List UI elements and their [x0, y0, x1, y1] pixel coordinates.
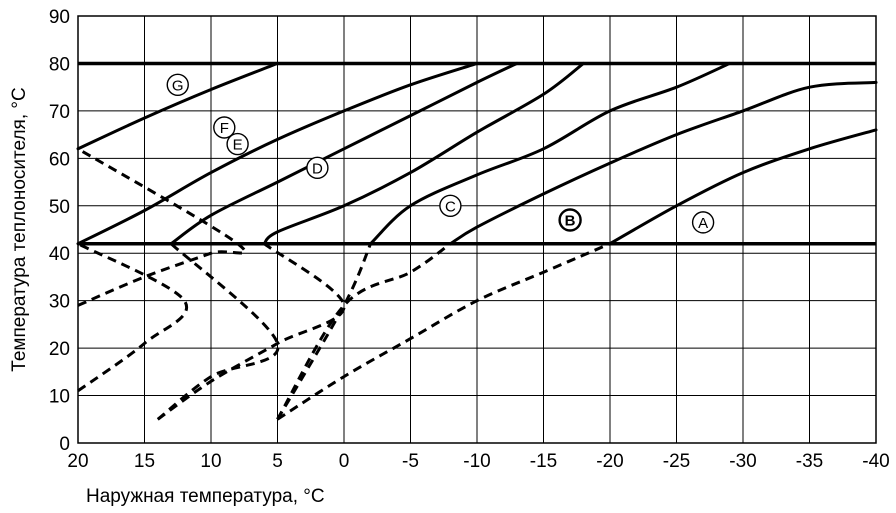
curve-g-dashed: [77, 147, 247, 307]
x-tick-label: 0: [339, 451, 350, 472]
curve-c-dashed: [276, 243, 372, 421]
curve-label-e: E: [233, 137, 243, 154]
curve-g-solid: [76, 61, 279, 151]
x-tick-label: -40: [862, 451, 889, 472]
y-axis-title: Температура теплоносителя, °C: [9, 87, 30, 371]
curve-e-dashed: [156, 242, 280, 421]
x-tick-label: -5: [402, 451, 419, 472]
curve-d-solid: [262, 61, 585, 246]
x-tick-label: -25: [663, 451, 690, 472]
x-axis-title: Наружная температура, °C: [86, 486, 325, 507]
y-tick-label: 80: [49, 54, 70, 75]
curve-c-solid: [369, 61, 732, 246]
curve-a-dashed: [276, 242, 611, 421]
y-tick-label: 60: [49, 149, 70, 170]
curve-label-circle-d: [306, 156, 329, 180]
y-tick-label: 70: [49, 102, 70, 123]
curve-label-circle-e: [226, 132, 249, 156]
x-tick-label: 15: [134, 451, 155, 472]
x-tick-labels: 20 15 10 5 0 -5 -10 -15 -20 -25 -30 -35 -40: [67, 451, 889, 472]
x-tick-label: 10: [200, 451, 221, 472]
y-tick-label: 0: [59, 434, 70, 455]
x-tick-label: -15: [530, 451, 557, 472]
curve-f-solid: [76, 61, 479, 246]
y-tick-label: 20: [49, 339, 70, 360]
curve-label-circle-c: [439, 194, 462, 217]
curve-label-c: C: [445, 198, 456, 215]
curve-b-solid: [448, 80, 878, 246]
curve-label-a: A: [698, 215, 708, 232]
grid-layer: [77, 15, 877, 444]
curve-f-dashed: [77, 242, 189, 393]
curve-label-circle-a: [691, 211, 715, 234]
curve-label-d: D: [312, 160, 323, 177]
curve-label-f: F: [220, 120, 229, 137]
y-tick-labels: 0 10 20 30 40 50 60 70 80 90: [49, 7, 70, 455]
curve-d-dashed: [156, 242, 346, 421]
curve-label-circle-f: [213, 116, 236, 139]
x-tick-label: -35: [796, 451, 823, 472]
x-tick-label: 20: [67, 451, 88, 472]
y-tick-label: 10: [49, 387, 70, 408]
x-tick-label: -20: [596, 451, 623, 472]
x-tick-label: 5: [272, 451, 283, 472]
x-tick-label: -10: [463, 451, 490, 472]
curve-label-circle-b: [558, 208, 582, 232]
curve-label-circle-g: [166, 73, 189, 96]
curve-e-solid: [169, 61, 519, 246]
x-tick-label: -30: [729, 451, 756, 472]
plot-frame: [77, 15, 877, 444]
curves-layer: [76, 61, 878, 421]
curve-label-g: G: [172, 77, 184, 94]
y-tick-label: 30: [49, 292, 70, 313]
y-tick-label: 50: [49, 197, 70, 218]
y-tick-label: 90: [49, 7, 70, 28]
curve-b-dashed: [276, 242, 452, 421]
curve-a-solid: [608, 128, 878, 246]
curve-labels-layer: A B C D EF G: [166, 73, 715, 234]
y-tick-label: 40: [49, 244, 70, 265]
curve-label-b: B: [565, 213, 576, 230]
